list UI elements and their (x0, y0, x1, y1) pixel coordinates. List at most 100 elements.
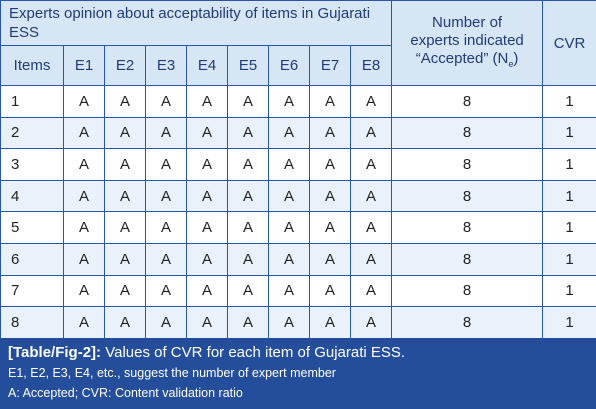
item-number-cell: 3 (0, 148, 64, 181)
expert-mark-cell: A (227, 179, 269, 213)
expert-mark-cell: A (104, 148, 146, 181)
caption-text: Values of CVR for each item of Gujarati … (101, 344, 406, 361)
expert-mark-cell: A (349, 242, 393, 276)
expert-mark-cell: A (349, 211, 393, 244)
expert-mark-cell: A (349, 274, 393, 308)
header-accepted-line1: Number of (432, 13, 503, 31)
expert-mark-cell: A (268, 85, 310, 118)
expert-mark-cell: A (145, 85, 187, 118)
accepted-count-cell: 8 (391, 179, 544, 213)
expert-mark-cell: A (63, 242, 105, 276)
header-accepted-subscript: e (508, 58, 514, 69)
expert-mark-cell: A (186, 116, 228, 150)
item-number-cell: 4 (0, 179, 64, 213)
expert-mark-cell: A (268, 116, 310, 150)
cvr-value-cell: 1 (542, 274, 596, 308)
header-cvr: CVR (542, 0, 596, 86)
expert-mark-cell: A (309, 306, 351, 339)
header-items: Items (0, 45, 64, 86)
caption-label: [Table/Fig-2]: (8, 344, 102, 361)
header-accepted-count: Number of experts indicated “Accepted” (… (391, 0, 544, 86)
expert-mark-cell: A (104, 116, 146, 150)
cvr-table: Experts opinion about acceptability of i… (0, 0, 596, 339)
expert-mark-cell: A (349, 116, 393, 150)
expert-mark-cell: A (268, 148, 310, 181)
item-number-cell: 6 (0, 242, 64, 276)
expert-mark-cell: A (145, 179, 187, 213)
expert-mark-cell: A (145, 116, 187, 150)
expert-mark-cell: A (63, 306, 105, 339)
expert-mark-cell: A (186, 85, 228, 118)
caption-note-abbreviations: A: Accepted; CVR: Content validation rat… (8, 386, 243, 400)
expert-mark-cell: A (309, 148, 351, 181)
accepted-count-cell: 8 (391, 211, 544, 244)
expert-mark-cell: A (63, 85, 105, 118)
header-expert: E7 (309, 45, 351, 86)
expert-mark-cell: A (227, 85, 269, 118)
expert-mark-cell: A (145, 148, 187, 181)
expert-mark-cell: A (268, 211, 310, 244)
header-accepted-line2: experts indicated (410, 31, 524, 49)
cvr-value-cell: 1 (542, 148, 596, 181)
expert-mark-cell: A (145, 211, 187, 244)
item-number-cell: 1 (0, 85, 64, 118)
header-accepted-close: ) (513, 49, 519, 67)
expert-mark-cell: A (63, 179, 105, 213)
header-expert: E2 (104, 45, 146, 86)
expert-mark-cell: A (268, 306, 310, 339)
expert-mark-cell: A (186, 148, 228, 181)
expert-mark-cell: A (349, 148, 393, 181)
expert-mark-cell: A (104, 274, 146, 308)
expert-mark-cell: A (227, 211, 269, 244)
expert-mark-cell: A (268, 274, 310, 308)
expert-mark-cell: A (104, 211, 146, 244)
expert-mark-cell: A (145, 274, 187, 308)
cvr-value-cell: 1 (542, 306, 596, 339)
expert-mark-cell: A (227, 242, 269, 276)
expert-mark-cell: A (309, 179, 351, 213)
expert-mark-cell: A (309, 85, 351, 118)
expert-mark-cell: A (186, 274, 228, 308)
expert-mark-cell: A (349, 179, 393, 213)
expert-mark-cell: A (145, 242, 187, 276)
expert-mark-cell: A (186, 211, 228, 244)
expert-mark-cell: A (145, 306, 187, 339)
header-expert: E8 (349, 45, 393, 86)
figure-caption: [Table/Fig-2]: Values of CVR for each it… (0, 338, 596, 409)
accepted-count-cell: 8 (391, 242, 544, 276)
header-accepted-line3: “Accepted” (N (415, 49, 509, 67)
expert-mark-cell: A (309, 242, 351, 276)
accepted-count-cell: 8 (391, 85, 544, 118)
expert-mark-cell: A (309, 274, 351, 308)
expert-mark-cell: A (227, 274, 269, 308)
cvr-value-cell: 1 (542, 179, 596, 213)
expert-mark-cell: A (104, 179, 146, 213)
expert-mark-cell: A (104, 85, 146, 118)
accepted-count-cell: 8 (391, 306, 544, 339)
expert-mark-cell: A (186, 179, 228, 213)
expert-mark-cell: A (309, 211, 351, 244)
item-number-cell: 5 (0, 211, 64, 244)
cvr-value-cell: 1 (542, 116, 596, 150)
header-expert: E3 (145, 45, 187, 86)
expert-mark-cell: A (104, 242, 146, 276)
expert-mark-cell: A (63, 116, 105, 150)
expert-mark-cell: A (227, 116, 269, 150)
cvr-value-cell: 1 (542, 242, 596, 276)
expert-mark-cell: A (227, 306, 269, 339)
expert-mark-cell: A (104, 306, 146, 339)
item-number-cell: 8 (0, 306, 64, 339)
item-number-cell: 2 (0, 116, 64, 150)
expert-mark-cell: A (63, 148, 105, 181)
expert-mark-cell: A (268, 242, 310, 276)
expert-mark-cell: A (186, 306, 228, 339)
expert-mark-cell: A (227, 148, 269, 181)
